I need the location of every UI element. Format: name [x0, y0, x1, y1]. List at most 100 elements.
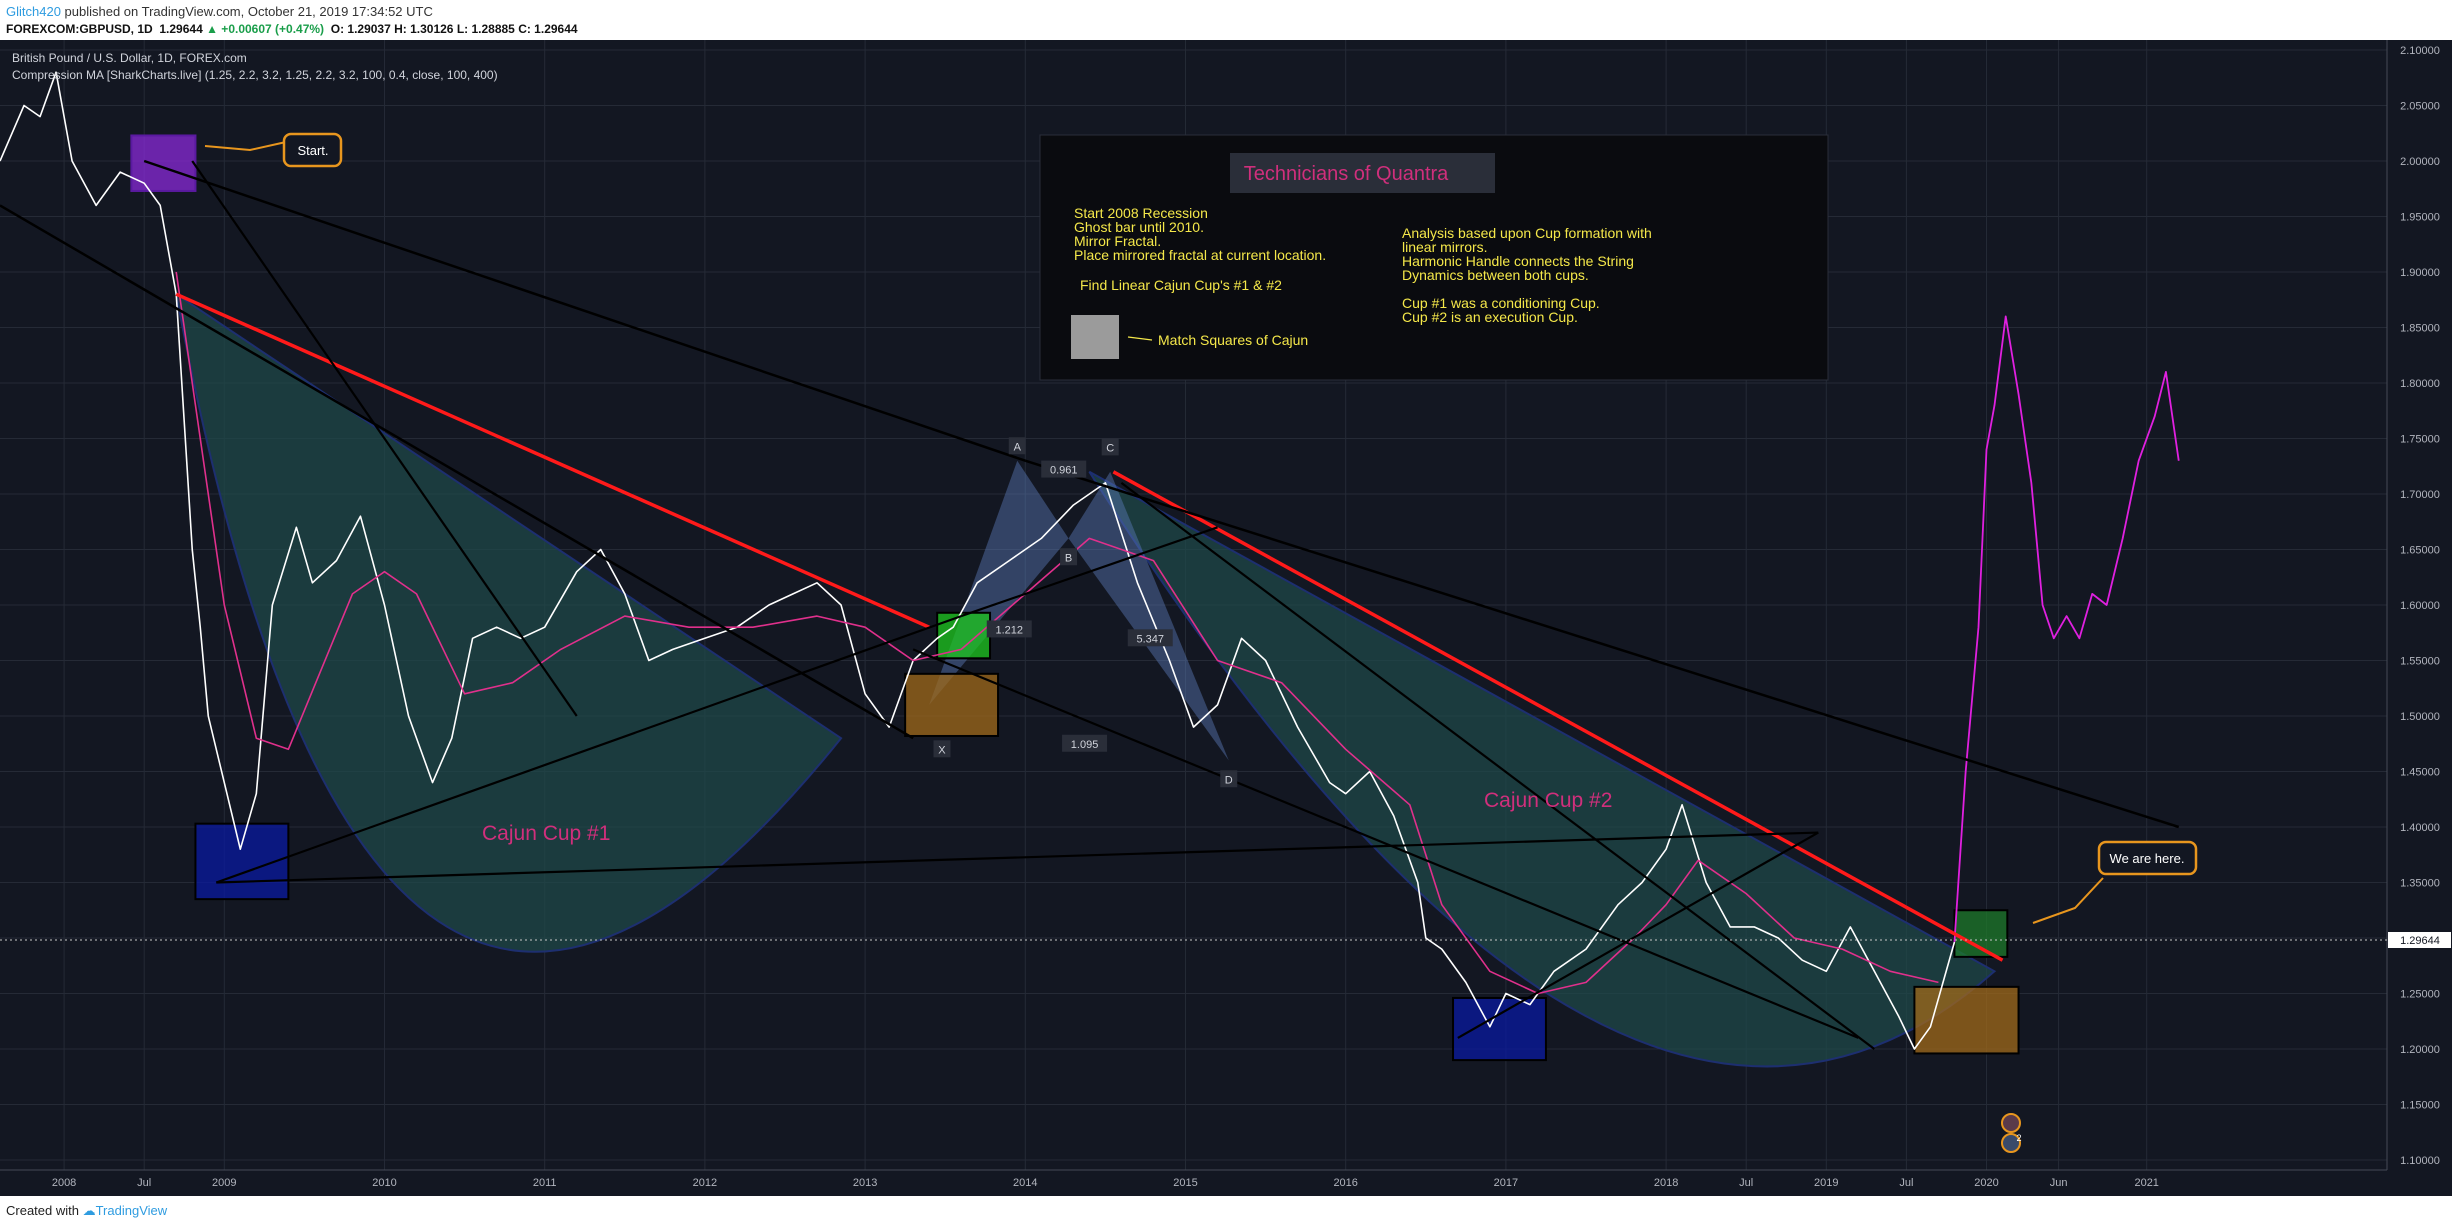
ratio-label-2-bg [986, 620, 1032, 638]
price-change: ▲ +0.00607 (+0.47%) [206, 22, 325, 36]
point-b-label-bg [1060, 548, 1078, 566]
start-callout-box [282, 132, 343, 168]
publish-header: Glitch420 published on TradingView.com, … [0, 0, 2452, 40]
info-left-line: Place mirrored fractal at current locati… [1074, 247, 1326, 263]
point-c-label: C [1106, 442, 1114, 454]
time-tick-label: 2018 [1654, 1177, 1678, 1189]
price-tick-label: 2.00000 [2400, 156, 2440, 168]
cup1-label: Cajun Cup #1 [482, 822, 610, 845]
footer-text: Created with ☁TradingView [6, 1203, 167, 1219]
time-tick-label: 2016 [1333, 1177, 1357, 1189]
ratio-label-4-bg [1062, 734, 1108, 752]
time-tick-label: 2015 [1173, 1177, 1197, 1189]
harmonic-triangle-bcd [1068, 471, 1229, 761]
time-tick-label: 2017 [1494, 1177, 1518, 1189]
publish-info: published on TradingView.com, October 21… [60, 4, 433, 19]
start-callout-pointer [204, 141, 287, 152]
info-right-line: Analysis based upon Cup formation with [1402, 225, 1652, 241]
here-callout-pointer [2032, 877, 2104, 924]
tradingview-logo-icon: ☁ [82, 1203, 96, 1218]
time-tick-label: 2014 [1013, 1177, 1037, 1189]
event-count: 2 [2016, 1133, 2021, 1143]
price-tick-label: 1.75000 [2400, 434, 2440, 446]
price-tick-label: 1.80000 [2400, 378, 2440, 390]
info-right-line: Cup #2 is an execution Cup. [1402, 309, 1578, 325]
us-event-icon[interactable] [2001, 1133, 2021, 1153]
time-tick-label: Jul [1739, 1177, 1753, 1189]
point-x-label-bg [933, 740, 951, 758]
price-tick-label: 1.55000 [2400, 656, 2440, 668]
cup2-label: Cajun Cup #2 [1484, 789, 1612, 812]
price-tick-label: 1.35000 [2400, 878, 2440, 890]
info-subtitle: Find Linear Cajun Cup's #1 & #2 [1080, 277, 1282, 293]
time-tick-label: Jul [1899, 1177, 1913, 1189]
time-tick-label: 2020 [1974, 1177, 1998, 1189]
price-tick-label: 1.65000 [2400, 545, 2440, 557]
black-trendline-3 [1024, 459, 2180, 829]
trend-lines [0, 159, 2180, 1050]
point-d-label-bg [1220, 770, 1238, 788]
price-axis-ticks: 2.10000 2.05000 2.00000 1.95000 1.90000 1.850… [2400, 45, 2440, 1167]
price-axis[interactable] [2387, 40, 2452, 1196]
time-tick-label: 2010 [372, 1177, 396, 1189]
price-tick-label: 1.85000 [2400, 323, 2440, 335]
price-tick-label: 1.50000 [2400, 711, 2440, 723]
price-tick-label: 1.40000 [2400, 822, 2440, 834]
red-trendline-1 [175, 292, 930, 629]
black-trendline-7 [912, 648, 1859, 1039]
time-tick-label: 2009 [212, 1177, 236, 1189]
symbol-line: FOREXCOM:GBPUSD, 1D 1.29644 ▲ +0.00607 (… [6, 22, 578, 36]
brown-square-1 [904, 672, 1000, 737]
info-title: Technicians of Quantra [1244, 163, 1449, 185]
time-axis-ticks: 2008 Jul 2009 2010 2011 2012 2013 2014 2015 2016 2… [52, 1177, 2159, 1189]
point-d-label: D [1225, 774, 1233, 786]
tradingview-link[interactable]: TradingView [95, 1203, 168, 1218]
cup-formations [174, 292, 1997, 1068]
time-tick-label: Jun [2050, 1177, 2068, 1189]
green-square-1 [936, 611, 992, 660]
black-trendline-8 [1120, 482, 1876, 1050]
current-price-text: 1.29644 [2400, 935, 2440, 947]
point-x-label: X [938, 744, 946, 756]
start-callout: Start. [204, 132, 343, 168]
price-chart[interactable]: A B C D X 0.961 1.212 5.347 1.095 Technicians of… [0, 40, 2452, 1196]
ratio-label-3-bg [1127, 629, 1173, 647]
here-callout-text: We are here. [2110, 851, 2185, 866]
ratio-label-4: 1.095 [1071, 739, 1099, 751]
legend-connector [1127, 336, 1153, 341]
black-trendline-1 [0, 204, 914, 740]
info-left-line: Ghost bar until 2010. [1074, 219, 1204, 235]
info-right-text: Analysis based upon Cup formation withli… [1402, 225, 1652, 325]
price-tick-label: 1.45000 [2400, 767, 2440, 779]
blue-square-1 [194, 822, 290, 901]
publish-line: Glitch420 published on TradingView.com, … [6, 4, 433, 19]
cajun-cup-1 [174, 292, 843, 953]
price-tick-label: 1.70000 [2400, 489, 2440, 501]
gbpusd-price-line [0, 71, 1956, 1050]
author-link[interactable]: Glitch420 [6, 4, 61, 19]
footer-created: Created with [6, 1203, 83, 1218]
info-box: Technicians of Quantra Start 2008 Recess… [1039, 134, 1829, 381]
time-tick-label: 2019 [1814, 1177, 1838, 1189]
black-trendline-6 [216, 831, 1819, 884]
brown-square-2 [1913, 985, 2020, 1055]
info-right-line: Harmonic Handle connects the String [1402, 253, 1634, 269]
last-price: 1.29644 [159, 22, 203, 36]
black-trendline-4 [191, 160, 578, 717]
here-callout: We are here. [2032, 840, 2198, 924]
price-tick-label: 1.60000 [2400, 600, 2440, 612]
ratio-label-2: 1.212 [996, 624, 1024, 636]
price-tick-label: 1.10000 [2400, 1155, 2440, 1167]
start-square [130, 134, 197, 192]
price-tick-label: 1.25000 [2400, 989, 2440, 1001]
price-tick-label: 2.05000 [2400, 101, 2440, 113]
uk-event-icon[interactable] [2001, 1113, 2021, 1133]
price-tick-label: 1.15000 [2400, 1100, 2440, 1112]
ratio-label-1: 0.961 [1050, 465, 1078, 477]
footer: Created with ☁TradingView [0, 1196, 2452, 1228]
instrument-legend: British Pound / U.S. Dollar, 1D, FOREX.c… [12, 51, 247, 65]
ohlc-values: O: 1.29037 H: 1.30126 L: 1.28885 C: 1.29… [330, 22, 578, 36]
time-tick-label: 2012 [693, 1177, 717, 1189]
time-tick-label: 2013 [853, 1177, 877, 1189]
